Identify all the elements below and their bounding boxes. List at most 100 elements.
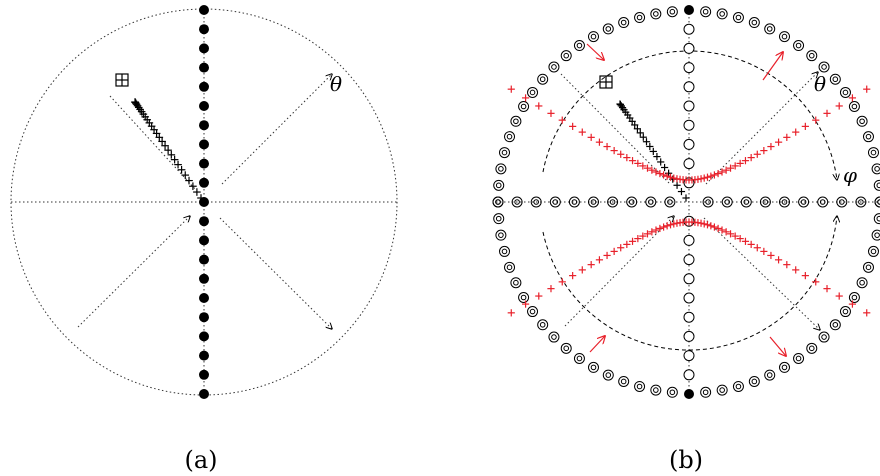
plus-marker xyxy=(152,129,161,138)
cross-trail-a xyxy=(131,98,205,202)
filled-circle xyxy=(199,177,209,188)
plus-marker xyxy=(774,256,783,264)
filled-circle xyxy=(199,389,209,399)
plus-marker xyxy=(189,182,197,191)
plus-marker xyxy=(718,168,726,176)
plus-marker xyxy=(636,129,644,137)
theta-arrow-b xyxy=(705,72,818,185)
double-ring-circle xyxy=(510,277,522,289)
plus-marker xyxy=(767,251,775,260)
double-ring-circle xyxy=(716,384,728,396)
red-arrow-ur xyxy=(762,52,783,81)
plus-marker xyxy=(682,194,690,202)
double-ring-circle xyxy=(527,86,539,98)
filled-circle xyxy=(199,158,209,169)
double-ring-circle xyxy=(862,261,874,273)
plus-marker xyxy=(767,142,775,151)
plus-marker xyxy=(167,151,176,159)
plus-marker xyxy=(193,188,201,196)
plus-marker xyxy=(610,247,618,256)
plus-marker xyxy=(707,172,715,180)
plus-marker xyxy=(521,300,530,308)
phi-label-b: φ xyxy=(843,163,857,187)
double-ring-circle xyxy=(645,196,657,208)
plus-marker xyxy=(736,159,744,168)
double-ring-circle xyxy=(518,101,530,112)
plus-marker xyxy=(617,244,625,252)
plus-marker xyxy=(710,223,718,231)
double-ring-circle xyxy=(716,8,728,20)
open-circle xyxy=(683,234,695,246)
plus-marker xyxy=(646,142,654,151)
plus-marker xyxy=(569,272,577,280)
plus-marker xyxy=(783,261,791,269)
double-ring-circle xyxy=(666,386,678,398)
plus-marker xyxy=(161,141,169,150)
plus-marker xyxy=(863,309,871,317)
panel-b: θ φ (b) xyxy=(492,5,880,474)
diagonal-ul-a xyxy=(109,95,197,191)
open-circle xyxy=(683,42,695,54)
plus-marker xyxy=(747,240,755,248)
caption-b: (b) xyxy=(669,446,703,474)
plus-marker xyxy=(639,133,647,141)
double-ring-circle xyxy=(560,50,572,62)
plus-marker xyxy=(660,223,668,231)
plus-marker xyxy=(848,94,857,102)
double-ring-circle xyxy=(588,361,599,373)
open-circle xyxy=(683,158,695,170)
plus-marker xyxy=(741,237,750,245)
double-ring-circle xyxy=(548,331,560,343)
plus-marker xyxy=(177,165,186,174)
black-cross-trail-b xyxy=(616,100,690,202)
double-ring-circle xyxy=(511,196,523,208)
plus-marker xyxy=(714,169,722,178)
double-ring-circle xyxy=(748,375,760,387)
plus-marker xyxy=(823,109,831,117)
double-ring-circle xyxy=(504,261,516,273)
double-ring-circle xyxy=(818,61,830,73)
double-ring-circle xyxy=(573,352,585,364)
plus-marker xyxy=(535,292,543,300)
open-circle xyxy=(683,311,695,323)
plus-marker xyxy=(603,142,611,151)
plus-marker xyxy=(835,102,843,110)
plus-marker xyxy=(587,133,595,141)
plus-marker xyxy=(603,251,611,260)
ring-marker-circle xyxy=(492,6,880,398)
double-ring-circle xyxy=(537,319,549,331)
plus-marker xyxy=(670,220,678,228)
plus-marker xyxy=(722,166,730,174)
filled-circle xyxy=(199,62,209,73)
red-arrows xyxy=(586,43,786,356)
plus-marker xyxy=(736,234,744,243)
double-ring-circle xyxy=(495,163,507,175)
double-ring-circle xyxy=(499,147,511,159)
boxed-plus-marker xyxy=(599,75,613,89)
filled-circle xyxy=(199,216,209,227)
plus-marker xyxy=(595,138,604,146)
double-ring-circle xyxy=(848,292,860,303)
plus-marker xyxy=(722,228,730,236)
double-ring-circle xyxy=(798,196,810,208)
double-ring-circle xyxy=(793,352,805,364)
plus-marker xyxy=(170,155,179,164)
plus-marker xyxy=(535,102,543,110)
plus-marker xyxy=(710,171,718,179)
double-ring-circle xyxy=(702,196,714,208)
double-ring-circle xyxy=(492,196,504,208)
filled-circle xyxy=(199,235,209,246)
double-ring-circle xyxy=(700,6,712,18)
double-ring-circle xyxy=(740,196,752,208)
double-ring-circle xyxy=(510,115,522,127)
open-circle xyxy=(683,23,695,35)
plus-marker xyxy=(653,152,661,161)
plus-marker xyxy=(185,176,193,185)
plus-marker xyxy=(731,162,739,170)
plus-marker xyxy=(507,85,515,93)
open-circle xyxy=(683,138,695,150)
open-circle xyxy=(683,273,695,285)
vertical-dot-column-a xyxy=(199,5,209,399)
plus-marker xyxy=(670,174,678,182)
